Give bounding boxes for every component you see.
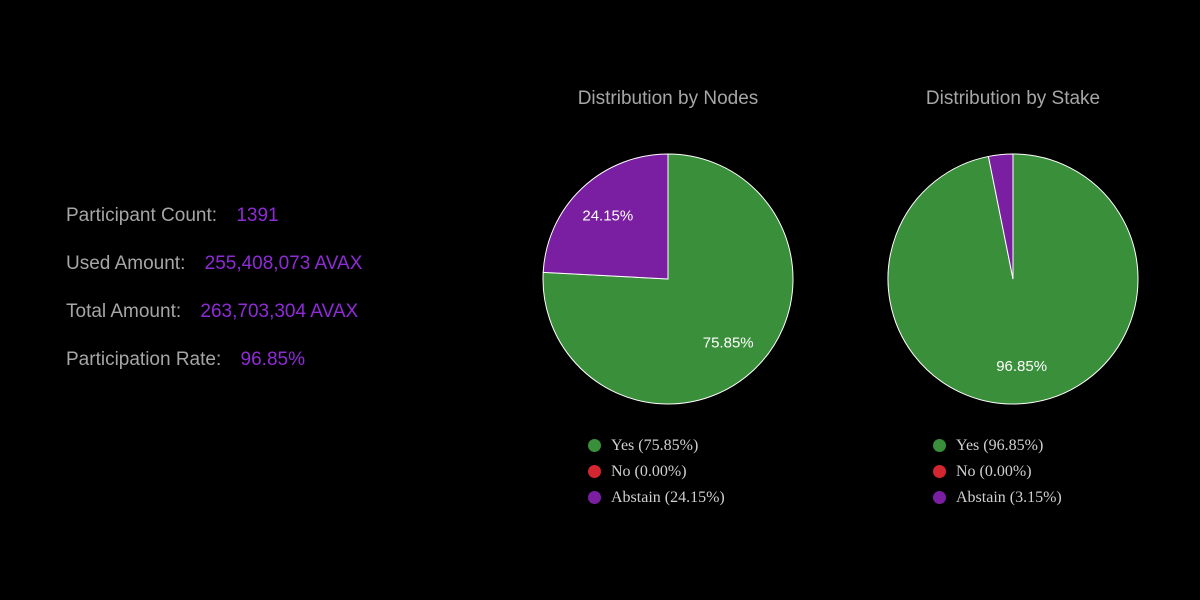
- stake-pie-chart: Distribution by Stake 96.85% Yes (96.85%…: [848, 80, 1178, 540]
- nodes-legend-no[interactable]: No (0.00%): [588, 462, 725, 482]
- slice-label-yes: 96.85%: [996, 358, 1047, 375]
- stake-pie-svg: 96.85%: [887, 153, 1139, 405]
- legend-no-label: No (0.00%): [956, 463, 1032, 480]
- used-amount-row: Used Amount: 255,408,073 AVAX: [66, 252, 362, 276]
- legend-yes-label: Yes (96.85%): [956, 437, 1044, 454]
- total-amount-label: Total Amount:: [66, 301, 182, 322]
- stake-legend: Yes (96.85%) No (0.00%) Abstain (3.15%): [933, 436, 1062, 514]
- abstain-dot-icon: [588, 490, 601, 504]
- legend-abstain-label: Abstain (3.15%): [956, 489, 1062, 506]
- total-amount-value: 263,703,304 AVAX: [200, 301, 359, 322]
- nodes-legend: Yes (75.85%) No (0.00%) Abstain (24.15%): [588, 436, 725, 514]
- nodes-legend-abstain[interactable]: Abstain (24.15%): [588, 488, 725, 508]
- participant-count-row: Participant Count: 1391: [66, 204, 362, 228]
- legend-abstain-label: Abstain (24.15%): [611, 489, 725, 506]
- participation-rate-value: 96.85%: [240, 349, 305, 370]
- stake-legend-yes[interactable]: Yes (96.85%): [933, 436, 1062, 456]
- no-dot-icon: [933, 464, 946, 478]
- used-amount-label: Used Amount:: [66, 253, 186, 274]
- participation-rate-row: Participation Rate: 96.85%: [66, 348, 362, 372]
- legend-no-label: No (0.00%): [611, 463, 687, 480]
- slice-label-abstain: 24.15%: [582, 207, 633, 224]
- slice-label-yes: 75.85%: [703, 335, 754, 352]
- participant-count-value: 1391: [236, 205, 279, 226]
- pie-slice-abstain[interactable]: [542, 153, 669, 280]
- stake-legend-abstain[interactable]: Abstain (3.15%): [933, 488, 1062, 508]
- no-dot-icon: [588, 464, 601, 478]
- pie-slice-abstain[interactable]: [987, 153, 1014, 280]
- nodes-chart-title: Distribution by Nodes: [577, 88, 759, 109]
- yes-dot-icon: [933, 438, 946, 452]
- abstain-dot-icon: [933, 490, 946, 504]
- participation-rate-label: Participation Rate:: [66, 349, 222, 370]
- stake-legend-no[interactable]: No (0.00%): [933, 462, 1062, 482]
- yes-dot-icon: [588, 438, 601, 452]
- nodes-pie-svg: 75.85% 24.15%: [542, 153, 794, 405]
- used-amount-value: 255,408,073 AVAX: [204, 253, 363, 274]
- nodes-legend-yes[interactable]: Yes (75.85%): [588, 436, 725, 456]
- legend-yes-label: Yes (75.85%): [611, 437, 699, 454]
- total-amount-row: Total Amount: 263,703,304 AVAX: [66, 300, 362, 324]
- stake-chart-title: Distribution by Stake: [925, 88, 1101, 109]
- stats-panel: Participant Count: 1391 Used Amount: 255…: [66, 204, 362, 396]
- participant-count-label: Participant Count:: [66, 205, 218, 226]
- nodes-pie-chart: Distribution by Nodes 75.85% 24.15% Yes (…: [503, 80, 833, 540]
